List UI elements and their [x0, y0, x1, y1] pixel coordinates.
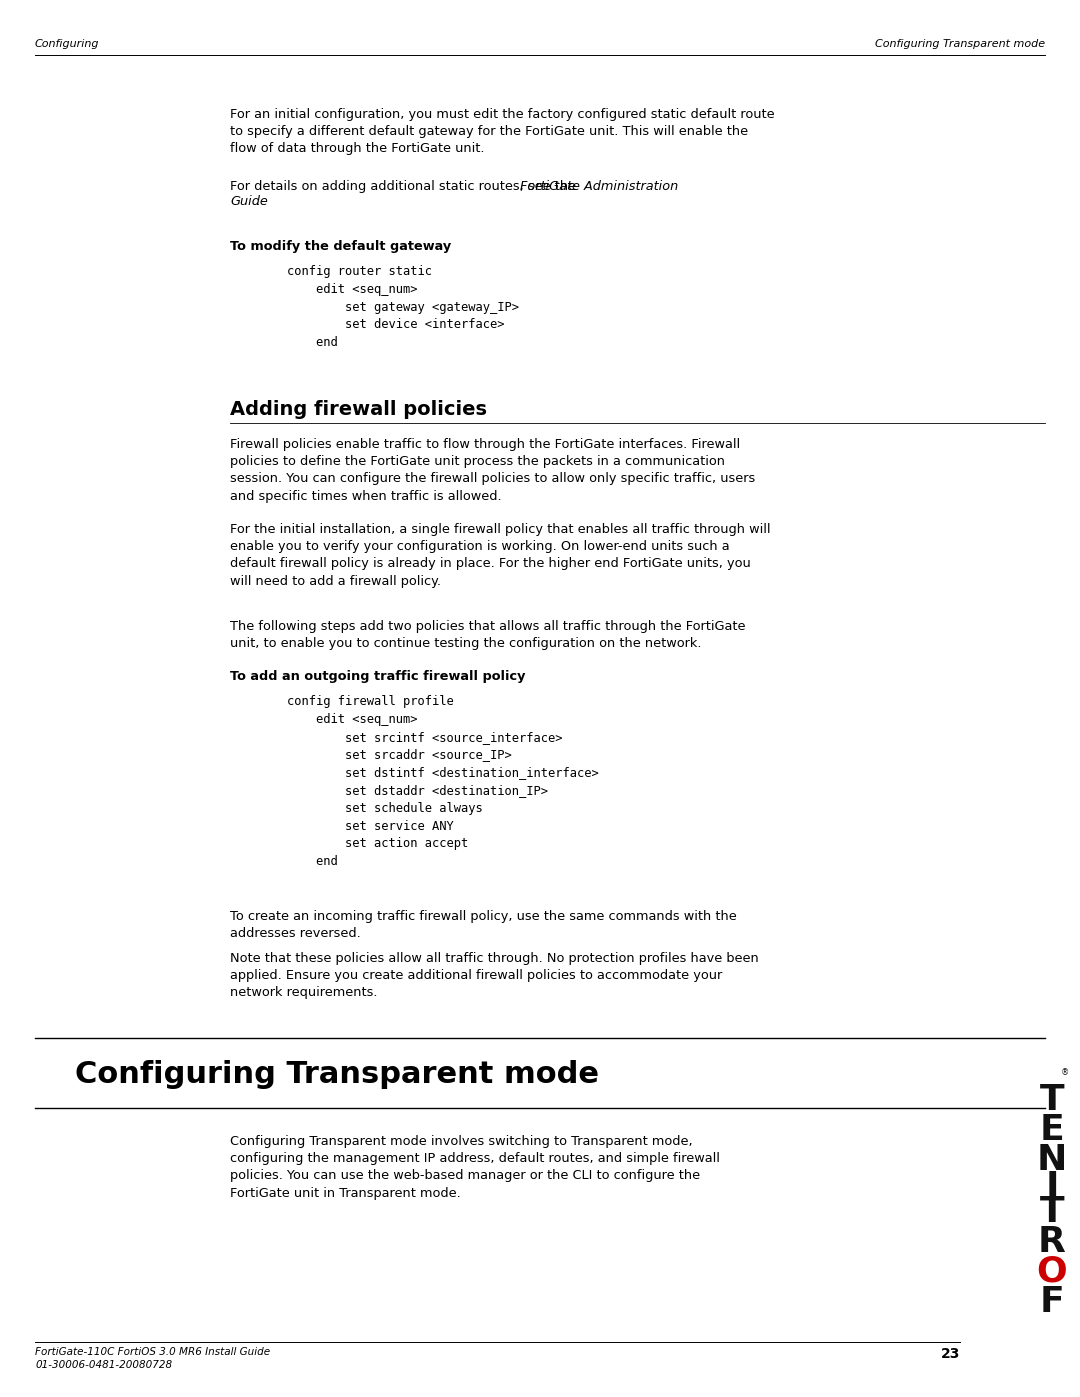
Text: T: T: [1040, 1194, 1064, 1229]
Text: FortiGate Administration: FortiGate Administration: [521, 180, 678, 193]
Text: config router static
        edit <seq_num>
            set gateway <gateway_IP>: config router static edit <seq_num> set …: [258, 265, 519, 349]
Text: config firewall profile
        edit <seq_num>
            set srcintf <source_i: config firewall profile edit <seq_num> s…: [258, 694, 598, 868]
Text: Firewall policies enable traffic to flow through the FortiGate interfaces. Firew: Firewall policies enable traffic to flow…: [230, 439, 755, 503]
Text: The following steps add two policies that allows all traffic through the FortiGa: The following steps add two policies tha…: [230, 620, 745, 650]
Text: F: F: [1040, 1285, 1065, 1319]
Text: To create an incoming traffic firewall policy, use the same commands with the
ad: To create an incoming traffic firewall p…: [230, 909, 737, 940]
Text: FortiGate-110C FortiOS 3.0 MR6 Install Guide: FortiGate-110C FortiOS 3.0 MR6 Install G…: [35, 1347, 270, 1356]
Text: ®: ®: [1061, 1067, 1069, 1077]
Text: Configuring: Configuring: [35, 39, 99, 49]
Text: Note that these policies allow all traffic through. No protection profiles have : Note that these policies allow all traff…: [230, 951, 759, 999]
Text: Configuring Transparent mode: Configuring Transparent mode: [75, 1060, 599, 1090]
Text: For details on adding additional static routes, see the: For details on adding additional static …: [230, 180, 580, 193]
Text: T: T: [1040, 1083, 1064, 1118]
Text: For the initial installation, a single firewall policy that enables all traffic : For the initial installation, a single f…: [230, 522, 770, 588]
Text: 01-30006-0481-20080728: 01-30006-0481-20080728: [35, 1361, 172, 1370]
Text: 23: 23: [941, 1347, 960, 1361]
Text: R: R: [1038, 1225, 1066, 1259]
Text: Adding firewall policies: Adding firewall policies: [230, 400, 487, 419]
Text: N: N: [1037, 1143, 1067, 1178]
Text: I: I: [1045, 1171, 1058, 1204]
Text: For an initial configuration, you must edit the factory configured static defaul: For an initial configuration, you must e…: [230, 108, 774, 155]
Text: .: .: [255, 196, 259, 208]
Text: Configuring Transparent mode involves switching to Transparent mode,
configuring: Configuring Transparent mode involves sw…: [230, 1134, 720, 1200]
Text: Guide: Guide: [230, 196, 268, 208]
Text: To modify the default gateway: To modify the default gateway: [230, 240, 451, 253]
Text: E: E: [1040, 1113, 1065, 1147]
Text: Configuring Transparent mode: Configuring Transparent mode: [875, 39, 1045, 49]
Text: To add an outgoing traffic firewall policy: To add an outgoing traffic firewall poli…: [230, 671, 526, 683]
Text: O: O: [1037, 1255, 1067, 1289]
